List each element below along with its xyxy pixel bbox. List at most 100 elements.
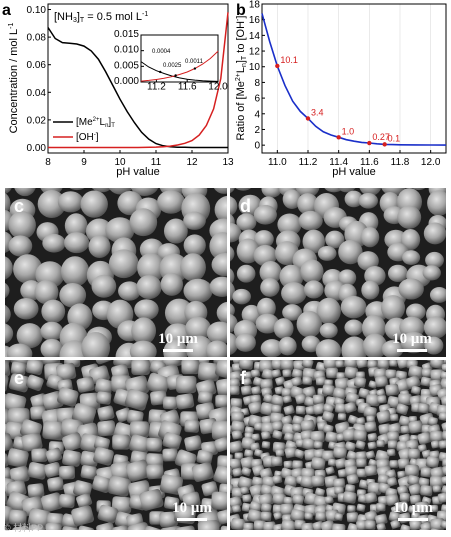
sem-grain (259, 467, 273, 480)
sem-grain (300, 419, 315, 432)
sem-grain (250, 442, 260, 452)
chart-b-xtick-label: 11.8 (391, 157, 410, 168)
sem-grain (344, 441, 356, 452)
chart-b-xtick-label: 12.0 (421, 157, 441, 168)
watermark: © 材料PP (4, 523, 44, 533)
sem-grain (422, 265, 441, 281)
sem-grain (292, 460, 303, 470)
sem-grain (437, 492, 446, 503)
sem-grain (13, 254, 43, 284)
inset-ytick-label: 0.015 (114, 29, 139, 40)
sem-grain (346, 473, 359, 485)
sem-grain (407, 474, 420, 486)
sem-grain (281, 282, 307, 305)
sem-grain (301, 360, 314, 369)
sem-grain (91, 274, 117, 298)
sem-grain (272, 430, 283, 440)
sem-grain (404, 464, 419, 477)
scale-bar-c (163, 349, 193, 352)
sem-grain (338, 239, 363, 265)
sem-grain (247, 509, 263, 524)
sem-grain (294, 449, 305, 459)
sem-grain (291, 376, 303, 387)
scale-bar-f (398, 518, 428, 521)
sem-grain (242, 377, 252, 387)
inset-label-0: 0.0004 (152, 49, 171, 55)
sem-grain (429, 430, 444, 443)
sem-grain (230, 440, 243, 453)
sem-grain (251, 369, 261, 378)
sem-grain (300, 475, 315, 489)
chart-a-xtick-label: 13 (222, 157, 234, 168)
sem-grain (263, 521, 276, 530)
panel-label-d: d (240, 196, 251, 216)
sem-grain (62, 432, 84, 452)
sem-grain (439, 371, 446, 381)
chart-a-ytick-label: 0.08 (27, 33, 47, 44)
sem-grain (441, 475, 446, 485)
sem-grain (315, 377, 326, 386)
sem-grain (300, 259, 324, 284)
sem-grain (16, 323, 43, 349)
sem-grain (410, 385, 421, 395)
sem-grain (182, 491, 201, 509)
sem-grain (292, 423, 302, 433)
chart-a-ytick-label: 0.00 (27, 143, 47, 154)
sem-grain (290, 508, 305, 523)
sem-grain (197, 362, 220, 382)
sem-grain (271, 404, 282, 414)
sem-grain (376, 440, 385, 448)
sem-grain (440, 378, 446, 391)
sem-grain (367, 441, 377, 450)
sem-grain (13, 297, 39, 320)
sem-grain (322, 531, 335, 537)
sem-grain (236, 213, 257, 232)
sem-grain (387, 448, 396, 457)
sem-grain (91, 475, 112, 494)
sem-grain (205, 340, 227, 357)
sem-grain (390, 413, 399, 422)
sem-grain (8, 373, 30, 393)
sem-grain (272, 492, 286, 505)
sem-grain (254, 230, 274, 248)
sem-grain (97, 405, 115, 422)
sem-grain (312, 394, 325, 405)
sem-grain (408, 365, 424, 379)
chart-a-ytick-label: 0.04 (27, 88, 47, 99)
sem-grain (362, 333, 388, 357)
sem-grain (230, 196, 238, 216)
sem-grain (55, 362, 77, 381)
sem-grain (42, 420, 65, 441)
sem-grain (425, 251, 444, 269)
sem-grain (367, 432, 378, 442)
sem-grain (47, 476, 64, 492)
chart-b-ytick-label: 0 (254, 141, 260, 152)
sem-grain (405, 375, 421, 389)
sem-grain (80, 190, 108, 218)
sem-grain (398, 393, 412, 406)
panel-label-c: c (14, 196, 24, 216)
sem-grain (42, 233, 66, 253)
sem-grain (5, 433, 14, 454)
sem-grain (230, 332, 239, 355)
sem-grain (219, 525, 227, 530)
sem-grain (344, 190, 363, 208)
sem-grain (112, 434, 130, 450)
sem-grain (418, 444, 427, 452)
sem-grain (386, 430, 400, 443)
chart-a-ticks: 8 9 10 11 12 13 0.00 0.02 0.04 0.06 0.08 0.10 (27, 5, 234, 168)
chart-a-annotation: [NH3]T = 0.5 mol L-1 (54, 11, 148, 24)
sem-grain (6, 448, 29, 468)
sem-grain (355, 417, 366, 426)
sem-grain (25, 374, 44, 391)
sem-grain (73, 480, 93, 498)
sem-grain (429, 505, 439, 513)
sem-grain (356, 503, 366, 512)
sem-grain (430, 440, 441, 449)
sem-grain (429, 360, 445, 369)
sem-grain (6, 343, 33, 357)
sem-grain (326, 367, 339, 378)
sem-grain (197, 519, 220, 530)
sem-grain (424, 336, 444, 355)
sem-grain (301, 437, 316, 451)
